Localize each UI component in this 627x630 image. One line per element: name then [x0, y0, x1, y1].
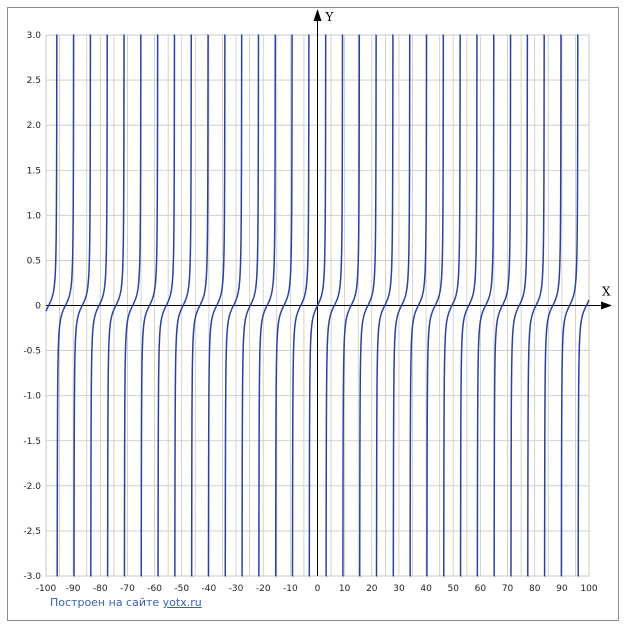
- x-tick-label: -90: [66, 584, 81, 594]
- curve-branch: [308, 34, 327, 577]
- x-tick-label: -60: [147, 584, 162, 594]
- curve-branch: [123, 34, 142, 577]
- curve-branch: [274, 34, 293, 577]
- curve-branch: [560, 34, 579, 577]
- y-tick-label: -2.5: [23, 527, 41, 537]
- credit-text: Построен на сайте: [50, 596, 160, 609]
- curve-branch: [426, 34, 445, 577]
- x-tick-label: -30: [229, 584, 244, 594]
- x-tick-label: 40: [420, 584, 432, 594]
- x-tick-label: 20: [366, 584, 378, 594]
- x-tick-label: -40: [202, 584, 217, 594]
- chart-frame: [7, 7, 619, 621]
- y-tick-label: 2.5: [27, 76, 41, 86]
- x-tick-label: -70: [120, 584, 135, 594]
- curve-branch: [106, 34, 125, 577]
- curve-branch: [224, 34, 243, 577]
- x-tick-label: 0: [315, 584, 321, 594]
- x-tick-label: 80: [529, 584, 541, 594]
- curve-branch: [476, 34, 495, 577]
- x-tick-label: 90: [556, 584, 568, 594]
- curve-branch: [493, 34, 512, 577]
- x-tick-label: 100: [580, 584, 597, 594]
- curve-branch: [157, 34, 176, 577]
- x-tick-label: 50: [448, 584, 460, 594]
- y-tick-label: 0.5: [27, 256, 41, 266]
- x-tick-label: 70: [502, 584, 514, 594]
- curve-branch: [291, 34, 310, 577]
- curve-branch: [543, 34, 562, 577]
- y-tick-label: 0: [35, 302, 41, 312]
- curve-branch: [140, 34, 159, 577]
- credit-link[interactable]: yotx.ru: [162, 596, 202, 609]
- curve-branch: [375, 34, 394, 577]
- y-tick-label: -3.0: [23, 572, 41, 582]
- curve-branch: [174, 34, 193, 577]
- x-tick-label: -20: [256, 584, 271, 594]
- curve-branch: [342, 34, 361, 577]
- curve-branch: [45, 34, 58, 312]
- curve-branch: [392, 34, 411, 577]
- curve-branch: [73, 34, 92, 577]
- x-tick-label: 60: [475, 584, 487, 594]
- y-tick-label: 2.0: [27, 121, 42, 131]
- x-tick-label: 10: [339, 584, 351, 594]
- y-tick-label: -0.5: [23, 347, 41, 357]
- x-tick-label: -10: [283, 584, 298, 594]
- y-axis-label: Y: [325, 10, 335, 24]
- curve-branch: [241, 34, 260, 577]
- x-tick-label: 30: [393, 584, 405, 594]
- y-tick-label: -1.0: [23, 392, 41, 402]
- y-tick-label: 3.0: [27, 31, 42, 41]
- x-tick-label: -80: [93, 584, 108, 594]
- y-axis-arrow: [313, 9, 322, 21]
- curve-branch: [190, 34, 209, 577]
- curve-branch: [409, 34, 428, 577]
- curve-branch: [325, 34, 344, 577]
- y-tick-label: 1.5: [27, 166, 41, 176]
- site-credit: Построен на сайте yotx.ru: [50, 596, 202, 609]
- curve-branch: [258, 34, 277, 577]
- curve-branch: [90, 34, 108, 577]
- curve-branch: [442, 34, 461, 577]
- x-axis-arrow: [601, 301, 612, 310]
- x-tick-label: -50: [174, 584, 189, 594]
- curve-branch: [510, 34, 529, 577]
- x-tick-label: -100: [36, 584, 57, 594]
- curve-branch: [577, 299, 590, 577]
- curve-branch: [527, 34, 545, 577]
- x-axis-label: X: [602, 285, 611, 299]
- curve-branch: [358, 34, 377, 577]
- y-tick-label: -2.0: [23, 482, 41, 492]
- curve-branch: [56, 34, 75, 577]
- curve-branch: [459, 34, 478, 577]
- y-tick-label: -1.5: [23, 437, 41, 447]
- curve-branch: [207, 34, 226, 577]
- y-tick-label: 1.0: [27, 211, 42, 221]
